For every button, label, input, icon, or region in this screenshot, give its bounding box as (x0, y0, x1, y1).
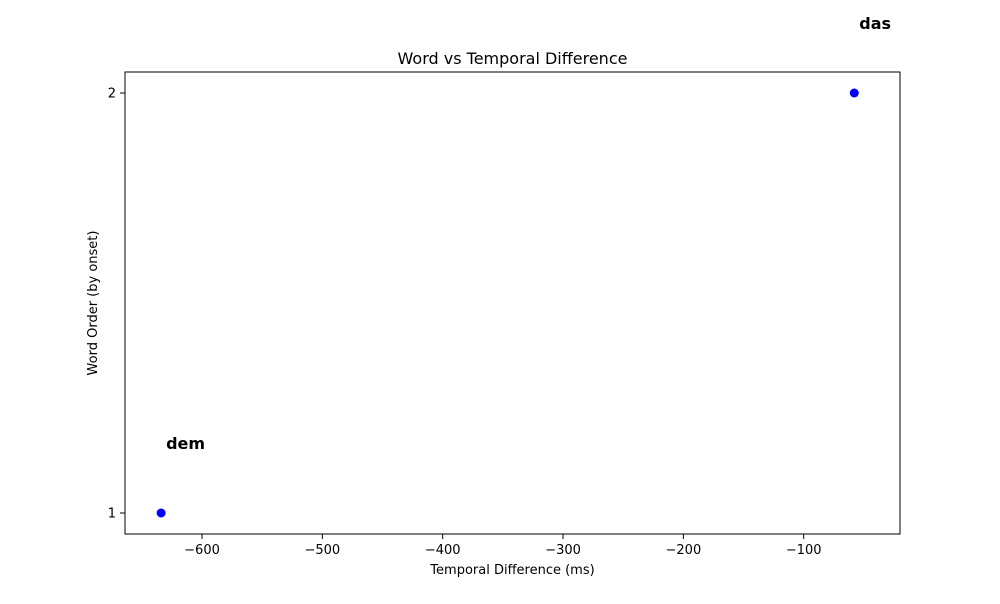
chart-title: Word vs Temporal Difference (398, 49, 628, 68)
x-tick-label: −600 (184, 543, 220, 558)
point-label: das (859, 14, 891, 33)
point-label: dem (166, 434, 205, 453)
x-tick-label: −200 (666, 543, 702, 558)
x-axis-ticks: −600 −500 −400 −300 −200 −100 (184, 534, 822, 558)
x-tick-label: −100 (786, 543, 822, 558)
x-tick-label: −500 (305, 543, 341, 558)
y-axis-ticks: 12 (108, 87, 125, 522)
data-point (156, 508, 166, 518)
y-tick-label: 2 (108, 87, 116, 102)
data-point (849, 88, 859, 98)
data-points (156, 88, 859, 518)
x-axis-label: Temporal Difference (ms) (429, 563, 594, 578)
y-axis-label: Word Order (by onset) (86, 231, 101, 376)
y-tick-label: 1 (108, 507, 116, 522)
point-annotations: dem das (166, 14, 891, 453)
x-tick-label: −300 (545, 543, 581, 558)
x-tick-label: −400 (425, 543, 461, 558)
plot-area (124, 71, 901, 535)
